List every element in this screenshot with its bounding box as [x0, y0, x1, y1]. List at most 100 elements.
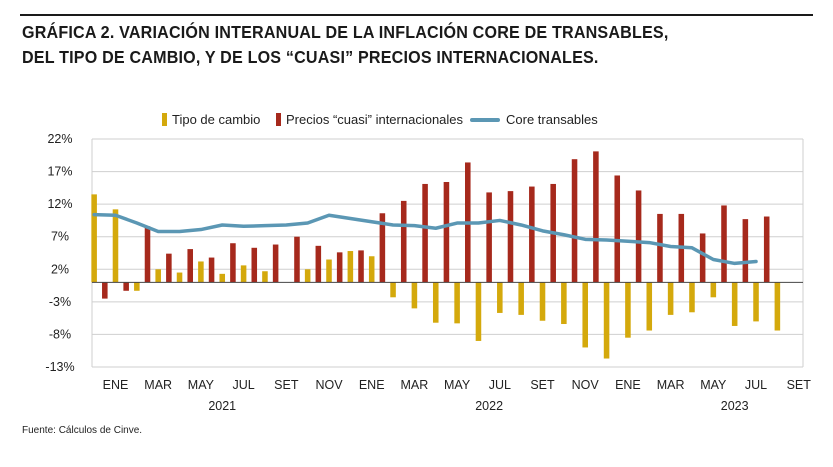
- precios-bar: [144, 226, 151, 283]
- x-tick-label: NOV: [315, 378, 343, 392]
- y-tick-label: -13%: [45, 360, 74, 374]
- tipo-bar: [625, 282, 631, 338]
- legend-item-tipo-swatch: [162, 113, 167, 126]
- legend-item-precios-swatch: [276, 113, 281, 126]
- tipo-bar: [411, 282, 418, 309]
- x-tick-label: MAY: [700, 378, 727, 392]
- precios-bar: [422, 183, 428, 283]
- precios-bar: [102, 282, 108, 299]
- tipo-bar: [240, 265, 247, 283]
- chart-title-line-1: GRÁFICA 2. VARIACIÓN INTERANUAL DE LA IN…: [22, 22, 669, 42]
- tipo-bar: [582, 282, 588, 348]
- series-tipo-bars: [91, 194, 781, 359]
- x-tick-label: SET: [274, 378, 299, 392]
- tipo-bar: [304, 269, 311, 283]
- precios-bar: [272, 244, 279, 283]
- y-tick-label: 7%: [51, 230, 69, 244]
- tipo-bar: [176, 272, 183, 283]
- x-tick-label: MAY: [188, 378, 215, 392]
- x-year-label: 2022: [475, 399, 503, 413]
- tipo-bar: [219, 273, 226, 283]
- precios-bar: [742, 219, 749, 283]
- legend-item-tipo-label: Tipo de cambio: [172, 112, 260, 127]
- precios-bar: [187, 249, 193, 283]
- y-tick-label: 12%: [47, 197, 72, 211]
- x-tick-label: MAR: [657, 378, 685, 392]
- precios-bar: [699, 233, 706, 283]
- tipo-bar: [326, 259, 332, 283]
- y-tick-label: -3%: [49, 295, 71, 309]
- precios-bar: [443, 181, 450, 283]
- tipo-bar: [731, 282, 738, 326]
- precios-bar: [571, 159, 578, 283]
- title-top-rule: [20, 14, 813, 16]
- tipo-bar: [454, 282, 460, 324]
- precios-bar: [507, 191, 514, 283]
- precios-bar: [358, 250, 364, 283]
- core-transables-line: [92, 212, 758, 266]
- y-tick-label: 17%: [47, 165, 72, 179]
- chart-title-line-2: DEL TIPO DE CAMBIO, Y DE LOS “CUASI” PRE…: [22, 47, 599, 67]
- precios-bar: [721, 205, 727, 283]
- tipo-bar: [390, 282, 396, 298]
- legend-item-precios-label: Precios “cuasi” internacionales: [286, 112, 464, 127]
- x-tick-label: ENE: [359, 378, 385, 392]
- precios-bar: [230, 243, 236, 283]
- tipo-bar: [112, 209, 119, 283]
- y-tick-label: -8%: [49, 327, 71, 341]
- precios-bar: [251, 247, 258, 283]
- precios-bar: [294, 236, 300, 283]
- grid-lines: [91, 138, 804, 368]
- precios-bar: [166, 253, 172, 283]
- x-tick-label: SET: [530, 378, 555, 392]
- x-year-label: 2021: [208, 399, 236, 413]
- precios-bar: [486, 192, 492, 283]
- x-axis-labels: ENE MAR MAY JUL SET NOV ENE MAR MAY JUL SET NOV ENE M…: [103, 378, 812, 413]
- precios-bar: [400, 200, 407, 283]
- source-note: Fuente: Cálculos de Cinve.: [22, 425, 143, 436]
- tipo-bar: [646, 282, 653, 331]
- x-tick-label: SET: [787, 378, 812, 392]
- tipo-bar: [475, 282, 482, 341]
- tipo-bar: [753, 282, 759, 322]
- tipo-bar: [518, 282, 524, 315]
- tipo-bar: [667, 282, 674, 315]
- y-axis-labels: 22% 17% 12% 7% 2% -3% -8% -13%: [45, 132, 74, 374]
- chart-title: GRÁFICA 2. VARIACIÓN INTERANUAL DE LA IN…: [22, 20, 749, 70]
- precios-bar: [657, 213, 663, 283]
- precios-bar: [529, 186, 535, 283]
- precios-bar: [379, 213, 386, 283]
- series-core-line: [92, 212, 758, 266]
- x-tick-label: MAY: [444, 378, 471, 392]
- tipo-bar: [432, 282, 439, 323]
- x-tick-label: JUL: [745, 378, 767, 392]
- tipo-bar: [539, 282, 546, 321]
- precios-bar: [315, 245, 322, 283]
- y-tick-label: 2%: [51, 262, 69, 276]
- x-year-label: 2023: [721, 399, 749, 413]
- tipo-bar: [368, 256, 375, 283]
- precios-bar: [614, 175, 621, 283]
- precios-bar: [593, 151, 599, 283]
- precios-bar: [123, 282, 129, 291]
- tipo-bar: [347, 251, 354, 283]
- legend-item-core-label: Core transables: [506, 112, 598, 127]
- tipo-bar: [561, 282, 567, 325]
- tipo-bar: [91, 194, 97, 283]
- tipo-bar: [155, 269, 161, 283]
- tipo-bar: [689, 282, 695, 313]
- precios-bar: [336, 252, 343, 283]
- x-tick-label: ENE: [615, 378, 641, 392]
- tipo-bar: [603, 282, 610, 359]
- x-tick-label: JUL: [489, 378, 511, 392]
- x-tick-label: MAR: [401, 378, 429, 392]
- precios-bar: [635, 190, 642, 283]
- x-tick-label: NOV: [572, 378, 600, 392]
- x-tick-label: JUL: [232, 378, 254, 392]
- y-tick-label: 22%: [47, 132, 72, 146]
- x-tick-label: MAR: [144, 378, 172, 392]
- tipo-bar: [710, 282, 717, 298]
- tipo-bar: [134, 282, 140, 291]
- tipo-bar: [198, 261, 204, 283]
